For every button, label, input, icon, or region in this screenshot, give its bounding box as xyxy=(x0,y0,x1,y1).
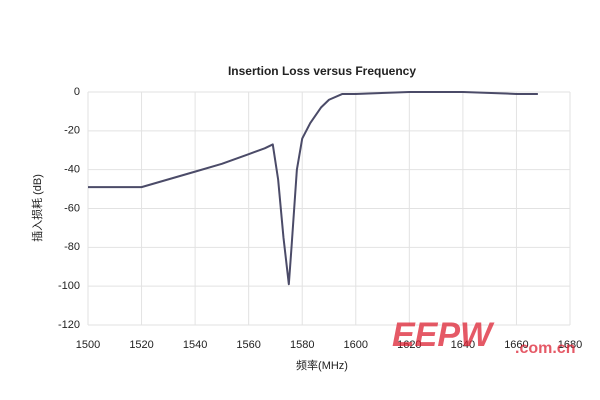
x-tick-label: 1660 xyxy=(504,339,528,351)
y-tick-label: -80 xyxy=(64,241,80,253)
y-tick-label: -60 xyxy=(64,202,80,214)
x-tick-label: 1620 xyxy=(397,339,421,351)
y-tick-label: -40 xyxy=(64,164,80,176)
chart-title: Insertion Loss versus Frequency xyxy=(228,64,416,78)
y-axis-label: 插入损耗 (dB) xyxy=(30,174,44,242)
y-tick-label: 0 xyxy=(74,86,80,98)
watermark-url: .com.cn xyxy=(515,340,575,357)
y-tick-label: -100 xyxy=(58,280,80,292)
watermark-logo: EEPW xyxy=(392,316,495,354)
data-line xyxy=(88,91,538,286)
y-tick-label: -120 xyxy=(58,319,80,331)
x-tick-label: 1680 xyxy=(558,339,582,351)
x-tick-label: 1600 xyxy=(344,339,368,351)
y-tick-label: -20 xyxy=(64,125,80,137)
x-tick-label: 1640 xyxy=(451,339,475,351)
x-tick-label: 1560 xyxy=(236,339,260,351)
x-axis-label: 频率(MHz) xyxy=(296,358,348,372)
x-tick-label: 1580 xyxy=(290,339,314,351)
x-tick-label: 1520 xyxy=(129,339,153,351)
x-tick-label: 1500 xyxy=(76,339,100,351)
x-tick-label: 1540 xyxy=(183,339,207,351)
